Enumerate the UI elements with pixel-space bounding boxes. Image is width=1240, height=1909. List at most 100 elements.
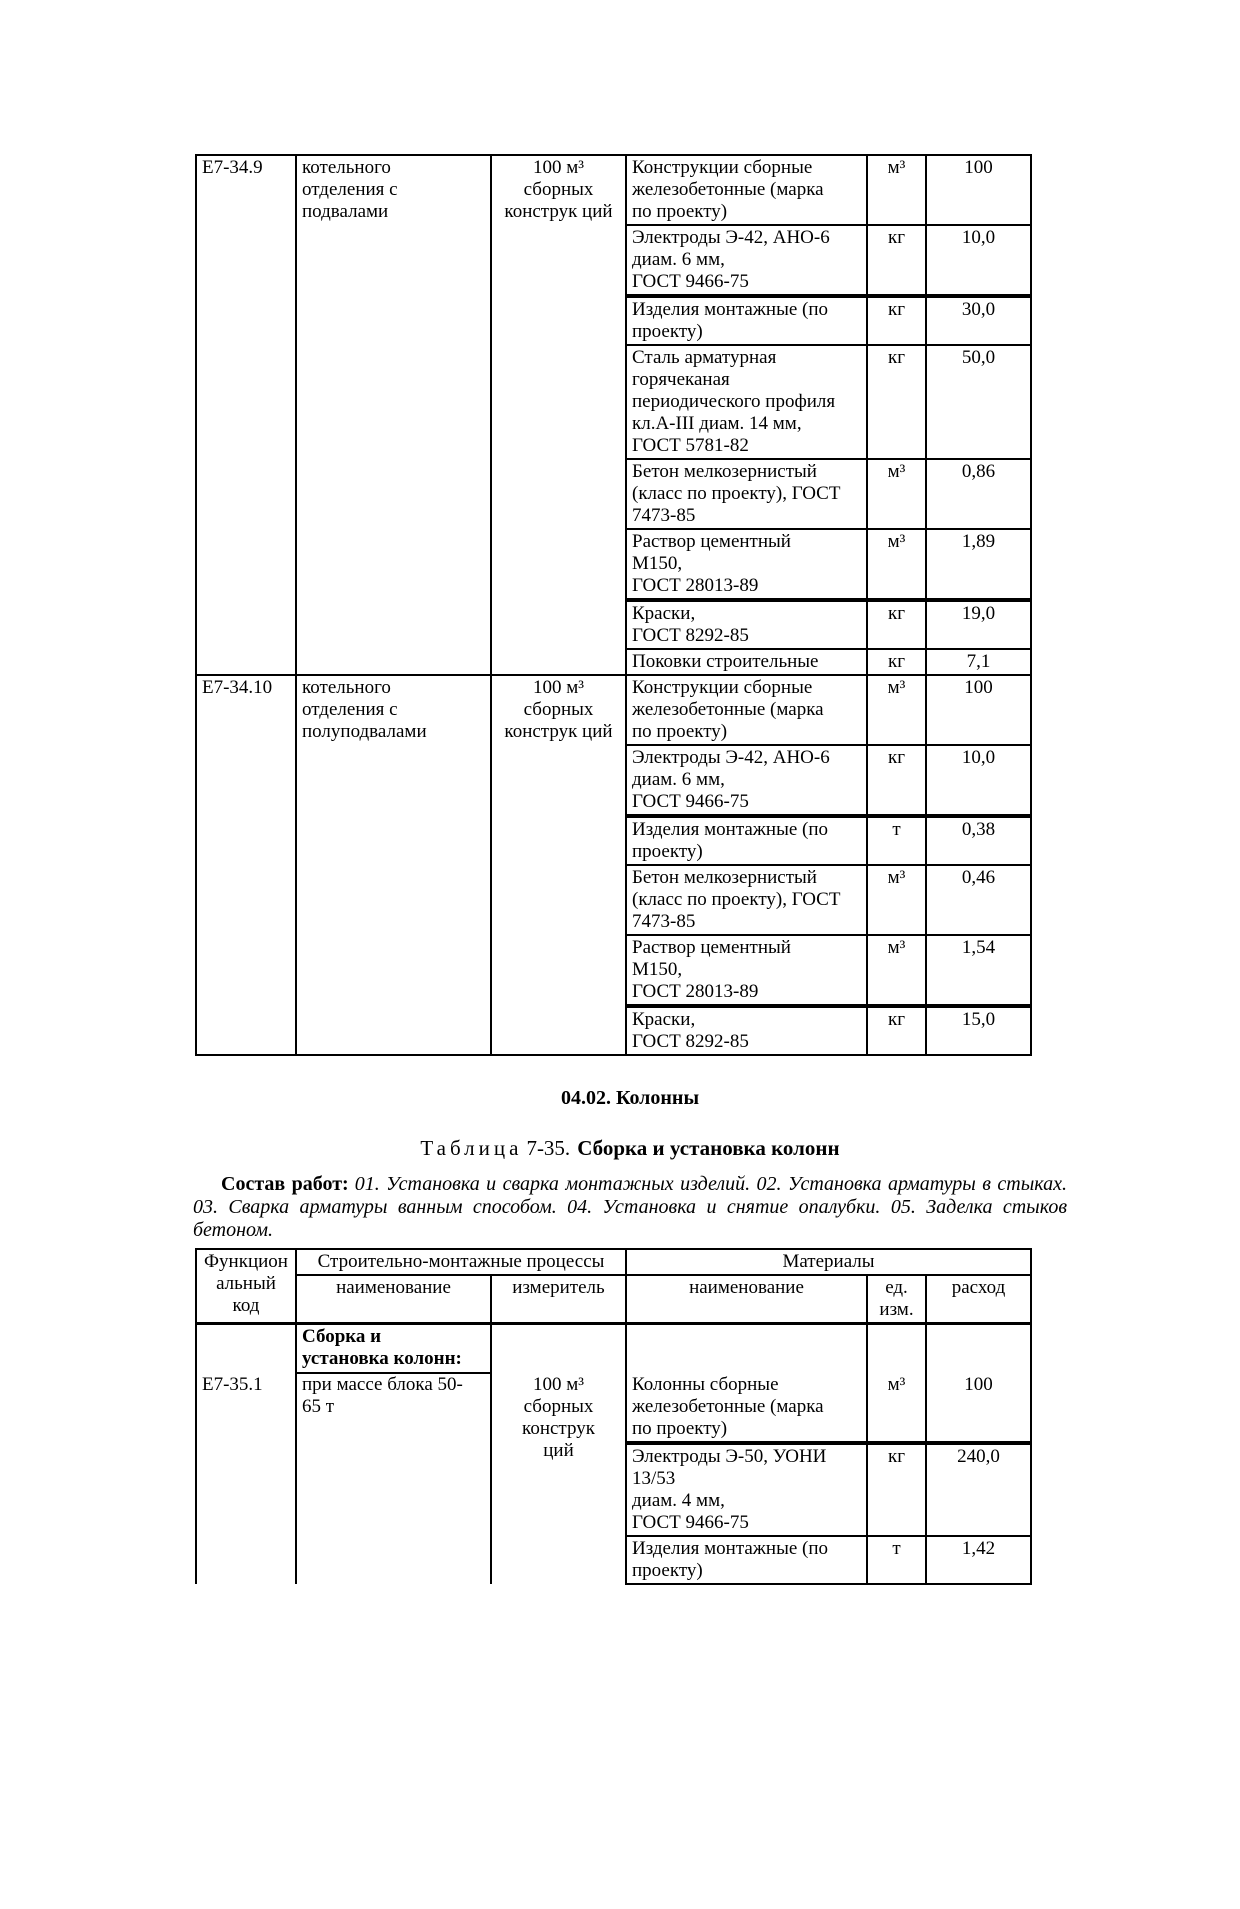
table-row: Е7-34.10 котельного отделения с полуподв… bbox=[195, 674, 1032, 1056]
table-row: Бетон мелкозернистый (класс по проекту),… bbox=[196, 864, 1032, 936]
unit-cell: т bbox=[866, 1535, 927, 1585]
measure-cell: 100 м³ сборных конструк ций bbox=[490, 1322, 627, 1584]
header-measure: измеритель bbox=[490, 1274, 627, 1325]
unit-cell: м³ bbox=[866, 458, 927, 530]
works-label: Состав работ: bbox=[221, 1173, 349, 1195]
qty-cell: 15,0 bbox=[925, 1005, 1032, 1056]
qty-cell: 0,86 bbox=[925, 458, 1032, 530]
unit-cell: кг bbox=[866, 344, 927, 460]
unit-cell: кг bbox=[866, 648, 927, 676]
material-name-cell: Изделия монтажные (по проекту) bbox=[625, 295, 868, 346]
qty-cell: 100 bbox=[925, 674, 1032, 746]
qty-cell: 1,42 bbox=[924, 1535, 1033, 1585]
header-name-processes: наименование bbox=[295, 1274, 492, 1325]
norms-table-continuation: Е7-34.9 котельного отделения с подвалами… bbox=[195, 154, 1032, 1056]
material-name-cell: Электроды Э-50, УОНИ 13/53 диам. 4 мм, Г… bbox=[625, 1442, 868, 1537]
qty-cell: 1,89 bbox=[925, 528, 1032, 602]
unit-cell: кг bbox=[866, 224, 927, 298]
table-row: Краски, ГОСТ 8292-85 кг 19,0 bbox=[196, 599, 1032, 650]
material-name-cell: Электроды Э-42, АНО-6 диам. 6 мм, ГОСТ 9… bbox=[625, 224, 868, 298]
unit-cell: кг bbox=[866, 1442, 927, 1537]
table-row: Бетон мелкозернистый (класс по проекту),… bbox=[196, 458, 1032, 530]
table-row: Электроды Э-42, АНО-6 диам. 6 мм, ГОСТ 9… bbox=[196, 744, 1032, 818]
work-title: Сборка и установка колонн: bbox=[298, 1326, 489, 1374]
material-name-cell: Изделия монтажные (по проекту) bbox=[625, 815, 868, 866]
caption-word: Таблица bbox=[420, 1136, 523, 1160]
code-cell: Е7-35.1 bbox=[195, 1322, 297, 1584]
material-name-cell: Краски, ГОСТ 8292-85 bbox=[625, 1005, 868, 1056]
qty-cell: 50,0 bbox=[925, 344, 1032, 460]
table-row: Изделия монтажные (по проекту) кг 30,0 bbox=[196, 295, 1032, 346]
header-processes: Строительно-монтажные процессы bbox=[295, 1248, 627, 1276]
work-description: при массе блока 50- 65 т bbox=[302, 1374, 463, 1417]
table-row: Раствор цементный М150, ГОСТ 28013-89 м³… bbox=[196, 528, 1032, 602]
table-row: Е7-34.9 котельного отделения с подвалами… bbox=[195, 154, 1032, 676]
qty-cell: 10,0 bbox=[925, 744, 1032, 818]
qty-cell: 0,46 bbox=[925, 864, 1032, 936]
material-name-cell: Изделия монтажные (по проекту) bbox=[625, 1535, 868, 1585]
code-cell: Е7-34.9 bbox=[195, 154, 297, 676]
qty-cell: 100 bbox=[925, 154, 1032, 226]
description-cell: Сборка и установка колонн: при массе бло… bbox=[295, 1322, 492, 1584]
material-name-cell: Электроды Э-42, АНО-6 диам. 6 мм, ГОСТ 9… bbox=[625, 744, 868, 818]
header-qty: расход bbox=[924, 1274, 1033, 1325]
material-name-cell: Колонны сборные железобетонные (марка по… bbox=[625, 1322, 868, 1445]
unit-cell: т bbox=[866, 815, 927, 866]
qty-cell: 30,0 bbox=[925, 295, 1032, 346]
qty-cell: 240,0 bbox=[924, 1442, 1033, 1537]
qty-cell: 0,38 bbox=[925, 815, 1032, 866]
caption-title: Сборка и установка колонн bbox=[577, 1136, 840, 1160]
header-functional-code: Функцион альный код bbox=[195, 1248, 297, 1325]
code-cell: Е7-34.10 bbox=[195, 674, 297, 1056]
measure-cell: 100 м³ сборных конструк ций bbox=[490, 674, 627, 1056]
header-name-materials: наименование bbox=[625, 1274, 868, 1325]
material-name-cell: Раствор цементный М150, ГОСТ 28013-89 bbox=[625, 528, 868, 602]
table-caption: Таблица 7-35. Сборка и установка колонн bbox=[193, 1136, 1067, 1160]
table-row: Раствор цементный М150, ГОСТ 28013-89 м³… bbox=[196, 934, 1032, 1008]
table-row: Сталь арматурная горячеканая периодическ… bbox=[196, 344, 1032, 460]
unit-cell: м³ bbox=[866, 864, 927, 936]
qty-cell: 100 bbox=[924, 1322, 1033, 1445]
unit-cell: м³ bbox=[866, 154, 927, 226]
material-name-cell: Бетон мелкозернистый (класс по проекту),… bbox=[625, 864, 868, 936]
table-row: Е7-35.1 Сборка и установка колонн: при м… bbox=[195, 1322, 1033, 1584]
table-row: Изделия монтажные (по проекту) т 0,38 bbox=[196, 815, 1032, 866]
unit-cell: м³ bbox=[866, 674, 927, 746]
material-name-cell: Конструкции сборные железобетонные (марк… bbox=[625, 674, 868, 746]
unit-cell: м³ bbox=[866, 934, 927, 1008]
unit-cell: м³ bbox=[866, 528, 927, 602]
works-text: 01. Установка и сварка монтажных изделий… bbox=[193, 1173, 1067, 1241]
material-name-cell: Раствор цементный М150, ГОСТ 28013-89 bbox=[625, 934, 868, 1008]
qty-cell: 10,0 bbox=[925, 224, 1032, 298]
unit-cell: кг bbox=[866, 295, 927, 346]
description-cell: котельного отделения с подвалами bbox=[295, 154, 492, 676]
caption-number: 7-35. bbox=[526, 1136, 571, 1160]
qty-cell: 7,1 bbox=[925, 648, 1032, 676]
qty-cell: 1,54 bbox=[925, 934, 1032, 1008]
material-name-cell: Краски, ГОСТ 8292-85 bbox=[625, 599, 868, 650]
unit-cell: кг bbox=[866, 1005, 927, 1056]
material-name-cell: Бетон мелкозернистый (класс по проекту),… bbox=[625, 458, 868, 530]
norms-table: Функцион альный код Строительно-монтажны… bbox=[195, 1248, 1033, 1585]
table-row: Краски, ГОСТ 8292-85 кг 15,0 bbox=[196, 1005, 1032, 1056]
table-row: Электроды Э-42, АНО-6 диам. 6 мм, ГОСТ 9… bbox=[196, 224, 1032, 298]
unit-cell: кг bbox=[866, 744, 927, 818]
unit-cell: м³ bbox=[866, 1322, 927, 1445]
material-name-cell: Конструкции сборные железобетонные (марк… bbox=[625, 154, 868, 226]
section-heading: 04.02. Колонны bbox=[560, 1087, 700, 1109]
document-page: { "page": { "section_heading": "04.02. К… bbox=[0, 154, 1240, 1909]
measure-cell: 100 м³ сборных конструк ций bbox=[490, 154, 627, 676]
table-row: Изделия монтажные (по проекту) т 1,42 bbox=[196, 1535, 1033, 1585]
table-row: Электроды Э-50, УОНИ 13/53 диам. 4 мм, Г… bbox=[196, 1442, 1033, 1537]
header-materials: Материалы bbox=[624, 1248, 1033, 1276]
header-row-1: Функцион альный код Строительно-монтажны… bbox=[195, 1248, 1033, 1325]
qty-cell: 19,0 bbox=[925, 599, 1032, 650]
header-unit: ед. изм. bbox=[866, 1274, 927, 1325]
header-row-2: наименование измеритель наименование ед.… bbox=[196, 1274, 1033, 1325]
description-cell: котельного отделения с полуподвалами bbox=[295, 674, 492, 1056]
unit-cell: кг bbox=[866, 599, 927, 650]
works-paragraph: Состав работ: 01. Установка и сварка монт… bbox=[193, 1173, 1067, 1242]
table-row: Поковки строительные кг 7,1 bbox=[196, 648, 1032, 676]
material-name-cell: Поковки строительные bbox=[625, 648, 868, 676]
material-name-cell: Сталь арматурная горячеканая периодическ… bbox=[625, 344, 868, 460]
